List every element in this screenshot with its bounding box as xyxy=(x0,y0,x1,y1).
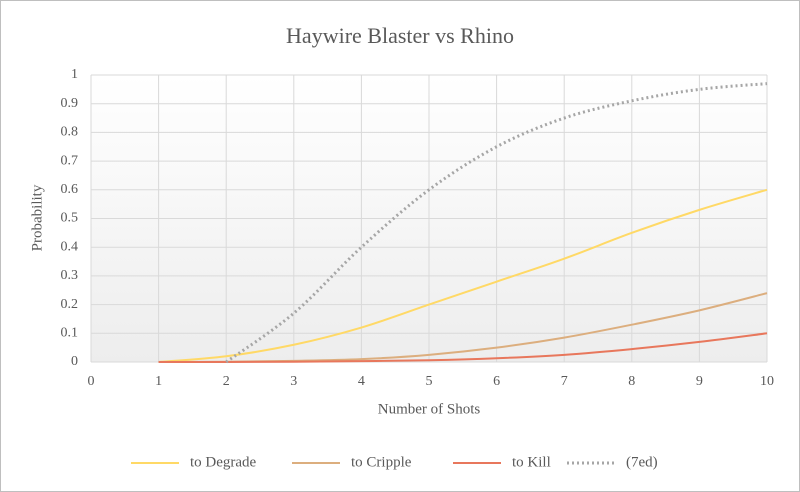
x-axis-title: Number of Shots xyxy=(378,401,481,417)
y-tick-label: 1 xyxy=(71,67,78,82)
y-tick-label: 0.7 xyxy=(61,153,79,168)
x-tick-label: 0 xyxy=(88,374,95,389)
x-tick-label: 1 xyxy=(155,374,162,389)
x-tick-label: 6 xyxy=(493,374,500,389)
y-tick-label: 0 xyxy=(71,354,78,369)
legend-label: (7ed) xyxy=(626,454,658,470)
x-tick-label: 3 xyxy=(290,374,297,389)
legend-label: to Kill xyxy=(512,454,551,470)
y-tick-label: 0.8 xyxy=(61,125,79,140)
series-line xyxy=(158,188,768,363)
legend-label: to Cripple xyxy=(351,454,412,470)
legend-label: to Degrade xyxy=(190,454,257,470)
y-axis-title: Probability xyxy=(29,184,45,251)
x-tick-label: 5 xyxy=(426,374,433,389)
y-tick-label: 0.1 xyxy=(61,326,79,341)
x-tick-label: 10 xyxy=(760,374,774,389)
y-tick-label: 0.3 xyxy=(61,268,79,283)
x-tick-label: 9 xyxy=(696,374,703,389)
x-tick-label: 4 xyxy=(358,374,365,389)
y-tick-label: 0.5 xyxy=(61,211,79,226)
y-tick-label: 0.9 xyxy=(61,96,79,111)
y-tick-label: 0.4 xyxy=(61,239,79,254)
y-tick-label: 0.6 xyxy=(61,182,79,197)
x-tick-label: 8 xyxy=(628,374,635,389)
series-line xyxy=(158,332,768,364)
x-tick-label: 2 xyxy=(223,374,230,389)
x-tick-label: 7 xyxy=(561,374,568,389)
y-tick-label: 0.2 xyxy=(61,297,79,312)
chart-title: Haywire Blaster vs Rhino xyxy=(286,23,514,48)
